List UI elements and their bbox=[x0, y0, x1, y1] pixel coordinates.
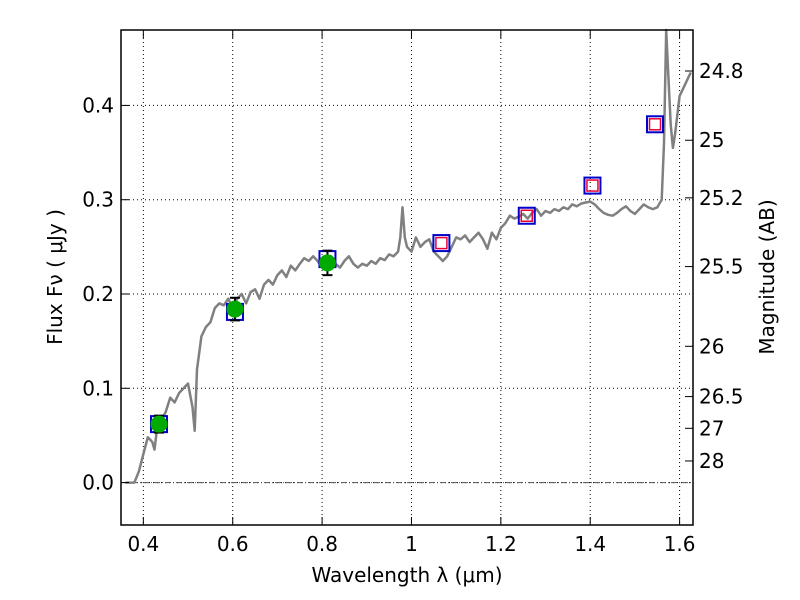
x-tick-labels: 0.4 0.6 0.8 1 1.2 1.4 1.6 bbox=[127, 532, 695, 556]
x-tick-label: 0.4 bbox=[127, 532, 159, 556]
measured-flux-point bbox=[318, 254, 336, 272]
model-box-marker bbox=[583, 176, 602, 195]
photometry-markers bbox=[149, 115, 665, 434]
magnitude-tick-label: 27 bbox=[699, 416, 724, 440]
x-axis-label: Wavelength λ (μm) bbox=[311, 563, 502, 587]
magnitude-axis-label: Magnitude (AB) bbox=[755, 199, 779, 354]
spectrum-line bbox=[125, 28, 692, 484]
y-tick-label: 0.4 bbox=[82, 93, 114, 117]
x-tick-label: 1.2 bbox=[485, 532, 517, 556]
magnitude-tick-label: 26 bbox=[699, 334, 724, 358]
x-tick-label: 1.6 bbox=[664, 532, 696, 556]
magnitude-tick-label: 24.8 bbox=[699, 59, 744, 83]
predicted-flux-marker bbox=[435, 236, 448, 250]
y-tick-label: 0.0 bbox=[82, 471, 114, 495]
axis-ticks bbox=[121, 30, 693, 525]
model-box-marker bbox=[432, 234, 451, 253]
model-box-marker bbox=[646, 115, 665, 134]
magnitude-tick-label: 25.2 bbox=[699, 186, 744, 210]
model-box-marker bbox=[517, 206, 536, 225]
magnitude-tick-label: 25 bbox=[699, 128, 724, 152]
x-tick-label: 1 bbox=[405, 532, 418, 556]
measured-flux-point bbox=[150, 415, 168, 433]
magnitude-tick-label: 26.5 bbox=[699, 385, 744, 409]
magnitude-tick-label: 28 bbox=[699, 449, 724, 473]
y-tick-label: 0.1 bbox=[82, 376, 114, 400]
y-tick-labels: 0.0 0.1 0.2 0.3 0.4 bbox=[82, 93, 114, 494]
measured-flux-point bbox=[226, 300, 244, 318]
predicted-flux-marker bbox=[648, 118, 662, 131]
magnitude-tick-label: 25.5 bbox=[699, 255, 744, 279]
magnitude-tick-labels: 24.8 25 25.2 25.5 26 26.5 27 28 bbox=[699, 59, 744, 473]
y-tick-label: 0.3 bbox=[82, 188, 114, 212]
y-axis-label: Flux Fν ( μJy ) bbox=[43, 209, 67, 345]
predicted-flux-marker bbox=[586, 179, 599, 192]
predicted-flux-marker bbox=[520, 209, 534, 222]
x-tick-label: 0.6 bbox=[217, 532, 249, 556]
y-tick-label: 0.2 bbox=[82, 282, 114, 306]
plot-background bbox=[121, 30, 693, 525]
x-tick-label: 0.8 bbox=[306, 532, 338, 556]
plot-frame bbox=[120, 29, 694, 526]
x-tick-label: 1.4 bbox=[574, 532, 606, 556]
